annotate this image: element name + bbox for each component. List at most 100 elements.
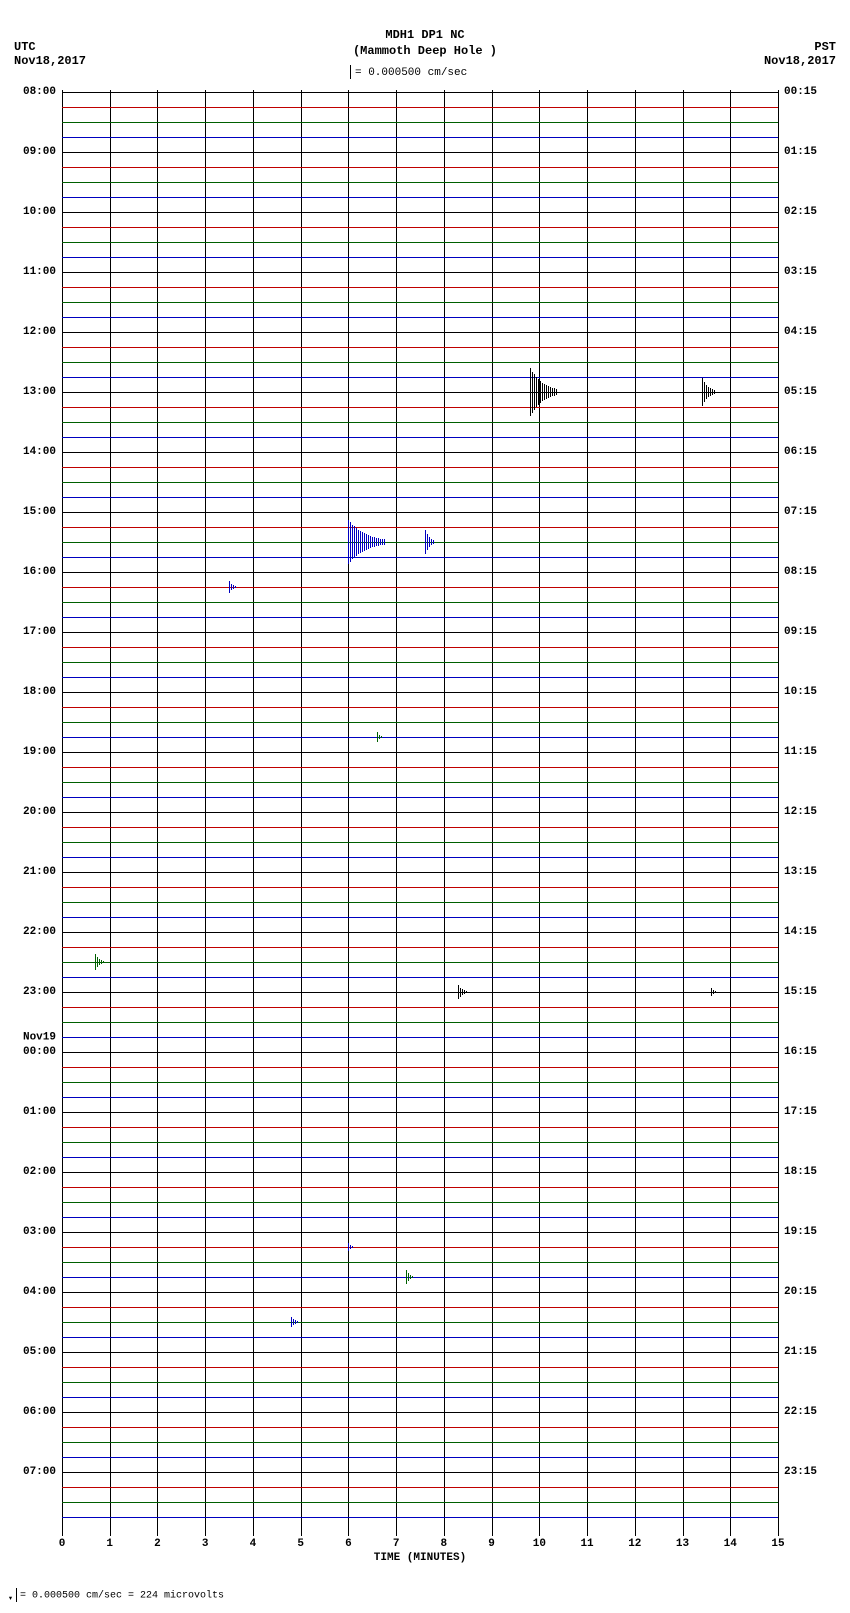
pst-time-label: 07:15 <box>784 506 817 518</box>
seismic-trace <box>62 467 778 468</box>
pst-time-label: 11:15 <box>784 746 817 758</box>
utc-time-label: 06:00 <box>23 1406 56 1418</box>
seismic-trace <box>62 557 778 558</box>
seismic-trace <box>62 1337 778 1338</box>
pst-time-label: 02:15 <box>784 206 817 218</box>
x-tick <box>348 1528 349 1536</box>
seismic-trace <box>62 497 778 498</box>
seismic-trace <box>62 137 778 138</box>
pst-time-label: 18:15 <box>784 1166 817 1178</box>
x-tick-label: 0 <box>59 1538 66 1550</box>
pst-time-label: 01:15 <box>784 146 817 158</box>
seismic-trace: 00:00Nov1916:15 <box>62 1052 778 1053</box>
pst-time-label: 04:15 <box>784 326 817 338</box>
seismic-trace: 04:0020:15 <box>62 1292 778 1293</box>
utc-time-label: 04:00 <box>23 1286 56 1298</box>
seismic-trace <box>62 1262 778 1263</box>
seismic-trace <box>62 287 778 288</box>
seismic-trace <box>62 1367 778 1368</box>
timezone-right: PST <box>814 40 836 54</box>
seismic-trace <box>62 1067 778 1068</box>
seismic-trace <box>62 1517 778 1518</box>
seismic-trace <box>62 707 778 708</box>
grid-line-vertical <box>683 90 684 1530</box>
utc-time-label: 00:00 <box>23 1046 56 1058</box>
x-tick <box>778 1528 779 1536</box>
pst-time-label: 16:15 <box>784 1046 817 1058</box>
x-tick-label: 4 <box>250 1538 257 1550</box>
seismic-trace <box>62 197 778 198</box>
x-tick-label: 3 <box>202 1538 209 1550</box>
seismic-trace <box>62 1082 778 1083</box>
x-tick-label: 10 <box>533 1538 546 1550</box>
seismic-trace <box>62 1097 778 1098</box>
utc-time-label: 18:00 <box>23 686 56 698</box>
seismic-trace <box>62 677 778 678</box>
x-tick <box>62 1528 63 1536</box>
seismic-trace <box>62 167 778 168</box>
utc-time-label: 11:00 <box>23 266 56 278</box>
seismic-trace <box>62 1457 778 1458</box>
utc-time-label: 17:00 <box>23 626 56 638</box>
x-tick-label: 9 <box>488 1538 495 1550</box>
seismic-trace <box>62 797 778 798</box>
seismic-trace <box>62 107 778 108</box>
seismic-trace: 07:0023:15 <box>62 1472 778 1473</box>
seismic-trace <box>62 437 778 438</box>
seismic-trace <box>62 587 778 588</box>
seismic-trace: 21:0013:15 <box>62 872 778 873</box>
seismic-trace <box>62 782 778 783</box>
seismic-trace <box>62 887 778 888</box>
seismic-trace: 17:0009:15 <box>62 632 778 633</box>
seismic-trace <box>62 1142 778 1143</box>
seismic-trace <box>62 1322 778 1323</box>
utc-time-label: 13:00 <box>23 386 56 398</box>
seismic-trace <box>62 1442 778 1443</box>
pst-time-label: 15:15 <box>784 986 817 998</box>
x-tick <box>253 1528 254 1536</box>
x-tick <box>157 1528 158 1536</box>
x-tick-label: 6 <box>345 1538 352 1550</box>
station-name: (Mammoth Deep Hole ) <box>0 44 850 58</box>
seismic-trace: 20:0012:15 <box>62 812 778 813</box>
utc-time-label: 07:00 <box>23 1466 56 1478</box>
x-tick <box>683 1528 684 1536</box>
pst-time-label: 13:15 <box>784 866 817 878</box>
seismic-trace <box>62 947 778 948</box>
date-right: Nov18,2017 <box>764 54 836 68</box>
grid-line-vertical <box>205 90 206 1530</box>
seismic-trace <box>62 1397 778 1398</box>
seismic-trace: 13:0005:15 <box>62 392 778 393</box>
seismic-trace <box>62 647 778 648</box>
utc-time-label: 15:00 <box>23 506 56 518</box>
seismic-trace <box>62 767 778 768</box>
seismic-trace: 02:0018:15 <box>62 1172 778 1173</box>
seismic-trace <box>62 227 778 228</box>
x-tick <box>492 1528 493 1536</box>
seismic-trace: 14:0006:15 <box>62 452 778 453</box>
helicorder-chart: 08:0000:1509:0001:1510:0002:1511:0003:15… <box>62 90 778 1530</box>
x-tick <box>444 1528 445 1536</box>
utc-time-label: 08:00 <box>23 86 56 98</box>
pst-time-label: 21:15 <box>784 1346 817 1358</box>
seismic-trace <box>62 722 778 723</box>
grid-line-vertical <box>62 90 63 1530</box>
seismic-trace <box>62 527 778 528</box>
grid-line-vertical <box>778 90 779 1530</box>
x-tick-label: 15 <box>771 1538 784 1550</box>
x-tick-label: 8 <box>441 1538 448 1550</box>
pst-time-label: 17:15 <box>784 1106 817 1118</box>
seismic-trace <box>62 902 778 903</box>
pst-time-label: 20:15 <box>784 1286 817 1298</box>
x-tick-label: 13 <box>676 1538 689 1550</box>
seismic-trace <box>62 1007 778 1008</box>
grid-line-vertical <box>348 90 349 1530</box>
seismic-trace <box>62 1307 778 1308</box>
pst-time-label: 03:15 <box>784 266 817 278</box>
x-tick-label: 5 <box>297 1538 304 1550</box>
station-code: MDH1 DP1 NC <box>0 28 850 42</box>
seismic-trace <box>62 737 778 738</box>
utc-time-label: 19:00 <box>23 746 56 758</box>
seismic-trace <box>62 407 778 408</box>
seismic-trace <box>62 422 778 423</box>
